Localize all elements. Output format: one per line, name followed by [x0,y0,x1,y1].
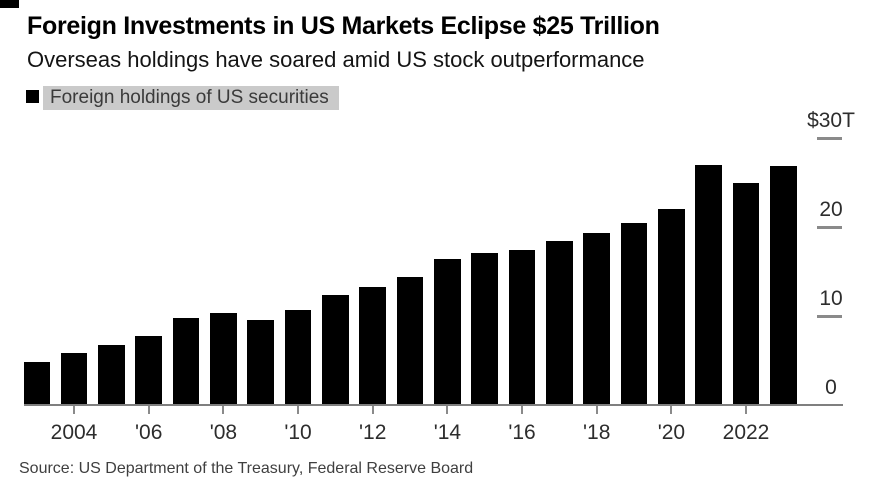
bar-2022 [732,183,760,404]
bar-2018 [583,233,610,404]
x-tick-2010 [297,406,299,414]
x-tick-2008 [222,406,225,414]
x-tick-2022 [745,406,747,414]
bar-2004 [60,353,88,404]
y-tick-20 [817,225,842,229]
x-tick-label-2022: 2022 [722,421,770,444]
x-tick-label-2004: 2004 [50,421,98,444]
bar-2019 [620,223,648,404]
x-tick-2016 [521,406,523,414]
x-tick-label-2012: '12 [359,421,387,444]
bar-2006 [135,336,162,404]
y-tick-label-20: 20 [819,197,843,221]
bar-2015 [471,253,498,404]
x-axis-baseline [24,404,843,406]
bar-2010 [284,310,312,404]
x-tick-label-2020: '20 [657,421,686,444]
x-tick-label-2010: '10 [284,421,312,444]
x-tick-label-2006: '06 [135,421,163,444]
x-tick-label-2016: '16 [508,421,536,444]
y-tick-30 [817,136,842,140]
bar-2007 [172,318,200,404]
chart-title: Foreign Investments in US Markets Eclips… [27,12,660,40]
bar-2009 [247,320,274,404]
x-tick-2004 [73,406,75,414]
x-tick-2014 [446,406,449,414]
bar-2014 [434,259,461,404]
bar-2008 [210,313,237,404]
bar-2020 [658,209,685,404]
y-tick-10 [817,314,842,318]
x-tick-label-2008: '08 [209,421,238,444]
chart-subtitle: Overseas holdings have soared amid US st… [27,47,645,72]
legend-label-highlight: Foreign holdings of US securities [43,86,339,110]
x-tick-2020 [670,406,673,414]
y-tick-label-0: 0 [825,375,837,399]
legend-label: Foreign holdings of US securities [50,87,329,108]
bar-2011 [322,295,349,404]
bar-2005 [98,345,125,404]
bar-2016 [508,250,536,404]
x-tick-label-2018: '18 [583,421,611,444]
x-tick-2018 [595,406,598,414]
x-tick-2012 [371,406,374,414]
bar-2021 [695,165,722,404]
bar-2017 [546,241,573,404]
y-tick-label-10: 10 [819,286,843,310]
bar-2013 [396,277,424,404]
x-tick-label-2014: '14 [433,421,462,444]
legend-swatch-icon [26,90,39,103]
y-tick-label-30: $30T [807,108,855,132]
source-note: Source: US Department of the Treasury, F… [19,460,474,477]
bar-2012 [359,287,386,404]
corner-crop-mark [0,0,19,8]
bar-2023 [770,166,797,404]
x-tick-2006 [147,406,150,414]
bar-2003 [23,362,50,404]
